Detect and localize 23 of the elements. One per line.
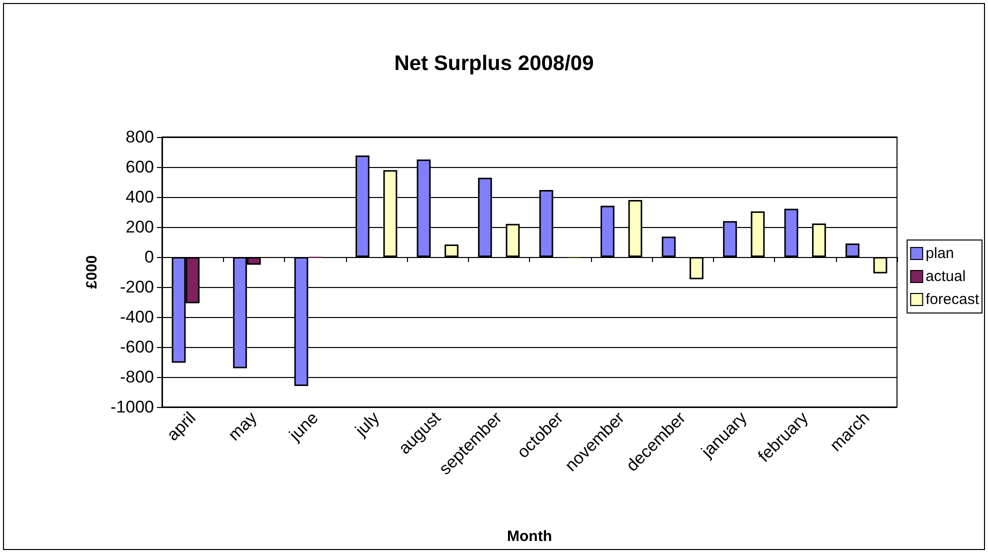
x-tick-label: may — [224, 408, 261, 444]
bar — [690, 257, 704, 280]
y-tick-label: -400 — [120, 308, 154, 326]
legend-label: actual — [926, 268, 966, 285]
y-tick-label: -800 — [120, 368, 154, 386]
bar — [662, 236, 676, 257]
y-tick-label: 200 — [126, 218, 154, 236]
y-tick-label: 400 — [126, 188, 154, 206]
y-tick-label: -200 — [120, 278, 154, 296]
bar — [846, 244, 860, 257]
x-axis-title: Month — [507, 528, 552, 545]
bar — [444, 244, 458, 257]
y-tick-label: -600 — [120, 338, 154, 356]
legend-label: plan — [926, 245, 954, 262]
bar — [873, 257, 888, 274]
legend-label: forecast — [926, 291, 980, 308]
y-tick-label: 0 — [144, 248, 154, 266]
y-axis-title: £000 — [84, 255, 101, 289]
chart-title: Net Surplus 2008/09 — [394, 52, 594, 75]
y-tick-label: 600 — [126, 158, 154, 176]
x-tick-label: july — [350, 408, 384, 440]
y-tick-label: 800 — [126, 128, 154, 146]
y-tick-label: -1000 — [110, 398, 154, 416]
